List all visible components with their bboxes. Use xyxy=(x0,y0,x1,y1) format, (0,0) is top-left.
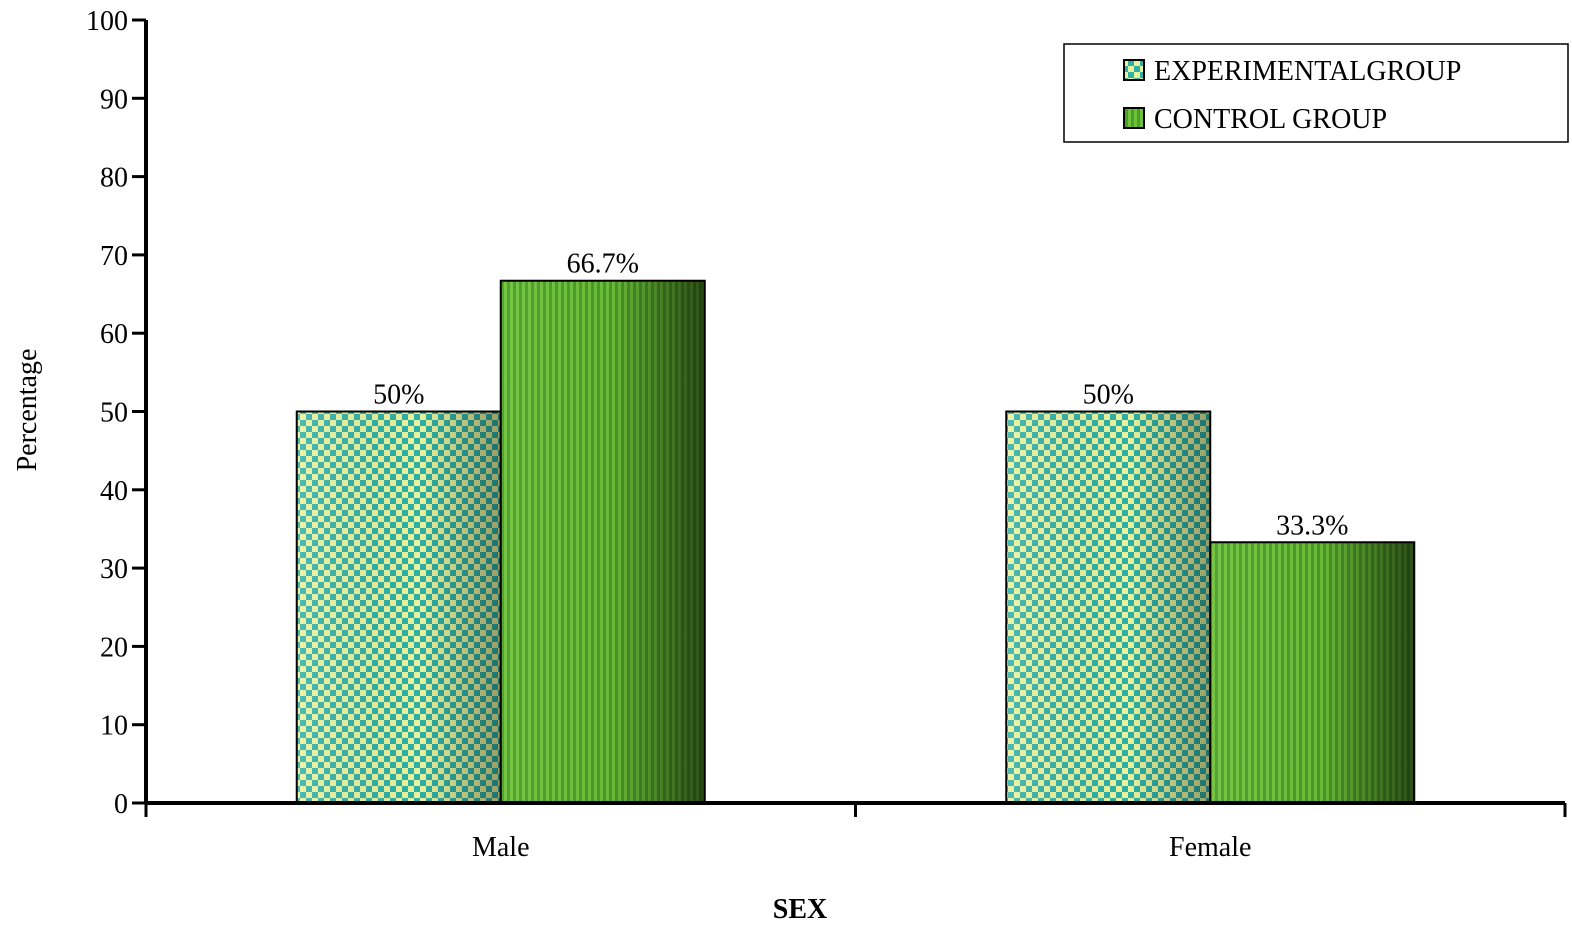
y-tick-label: 80 xyxy=(100,163,128,194)
bar-shade-control-group-male xyxy=(499,279,706,804)
y-tick-label: 30 xyxy=(100,554,128,585)
bar-shade-experimentalgroup-female xyxy=(1005,410,1212,804)
data-label-experimentalgroup-male: 50% xyxy=(373,380,424,411)
y-axis-title: Percentage xyxy=(12,349,43,472)
y-tick-label: 20 xyxy=(100,632,128,663)
legend-label-control: CONTROL GROUP xyxy=(1154,104,1387,135)
data-label-control-group-male: 66.7% xyxy=(567,249,639,280)
axes: 0 10 20 30 40 50 60 70 80 90 100 Male Female xyxy=(86,6,1567,863)
legend-swatch-experimental xyxy=(1123,59,1145,81)
data-labels-layer: 50% 66.7% 50% 33.3% xyxy=(373,249,1348,542)
data-label-experimentalgroup-female: 50% xyxy=(1083,380,1134,411)
y-tick-label: 10 xyxy=(100,711,128,742)
y-tick-label: 100 xyxy=(86,6,128,37)
x-ticks: Male Female xyxy=(144,803,1567,863)
data-label-control-group-female: 33.3% xyxy=(1276,510,1348,541)
y-tick-label: 50 xyxy=(100,398,128,429)
bar-shade-control-group-female xyxy=(1209,541,1416,804)
y-tick-label: 40 xyxy=(100,476,128,507)
y-tick-label: 60 xyxy=(100,319,128,350)
legend-box xyxy=(1063,43,1569,143)
bars-layer xyxy=(295,279,1416,804)
y-tick-label: 0 xyxy=(114,789,128,820)
x-axis-title: SEX xyxy=(773,894,827,925)
bar-shade-experimentalgroup-male xyxy=(295,410,502,804)
legend-swatch-control xyxy=(1123,107,1145,129)
y-tick-label: 90 xyxy=(100,84,128,115)
legend: EXPERIMENTALGROUP CONTROL GROUP xyxy=(1063,43,1569,143)
x-category-label: Female xyxy=(1169,832,1251,863)
y-ticks: 0 10 20 30 40 50 60 70 80 90 100 xyxy=(86,6,146,820)
x-category-label: Male xyxy=(472,832,530,863)
legend-label-experimental: EXPERIMENTALGROUP xyxy=(1154,56,1461,87)
y-tick-label: 70 xyxy=(100,241,128,272)
